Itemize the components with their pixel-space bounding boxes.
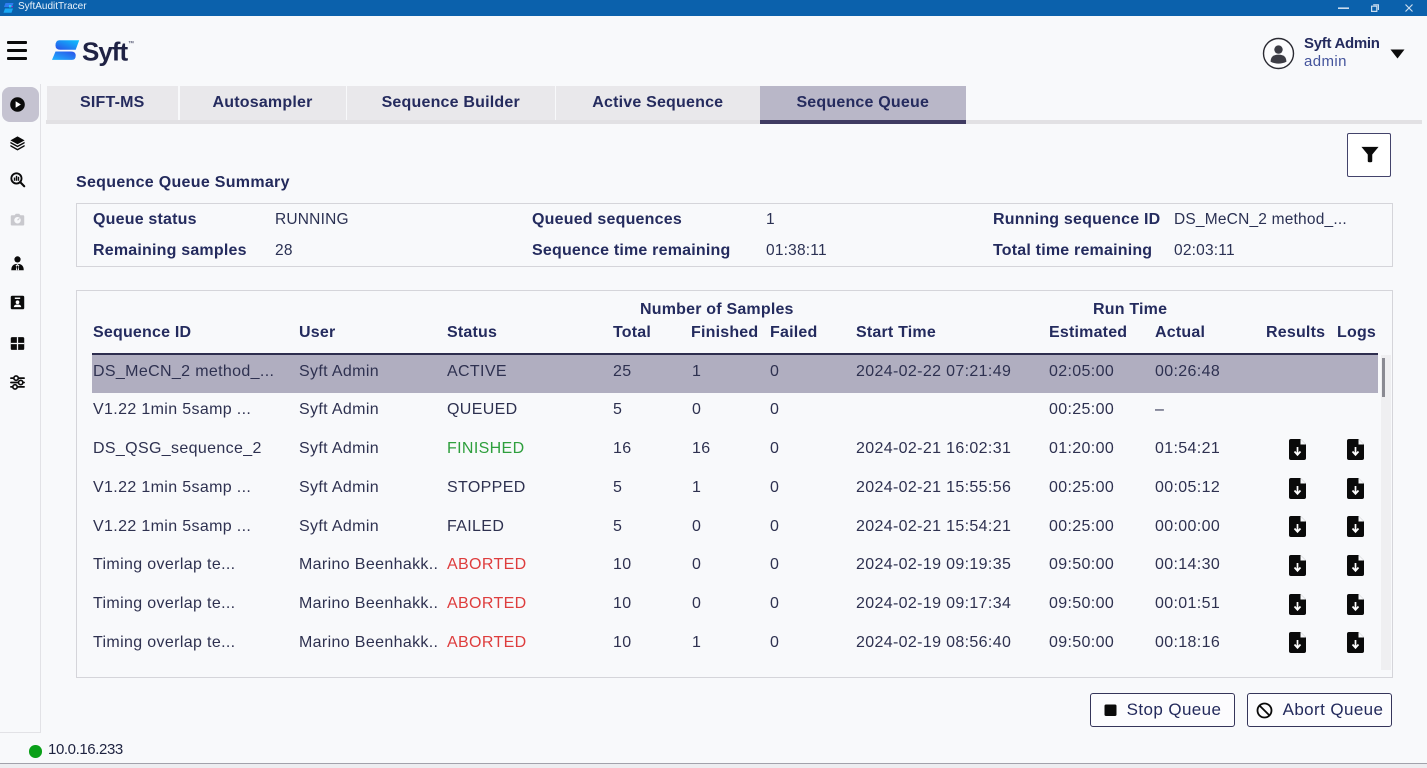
- svg-text:™: ™: [128, 40, 134, 47]
- svg-text:Syft: Syft: [82, 38, 128, 67]
